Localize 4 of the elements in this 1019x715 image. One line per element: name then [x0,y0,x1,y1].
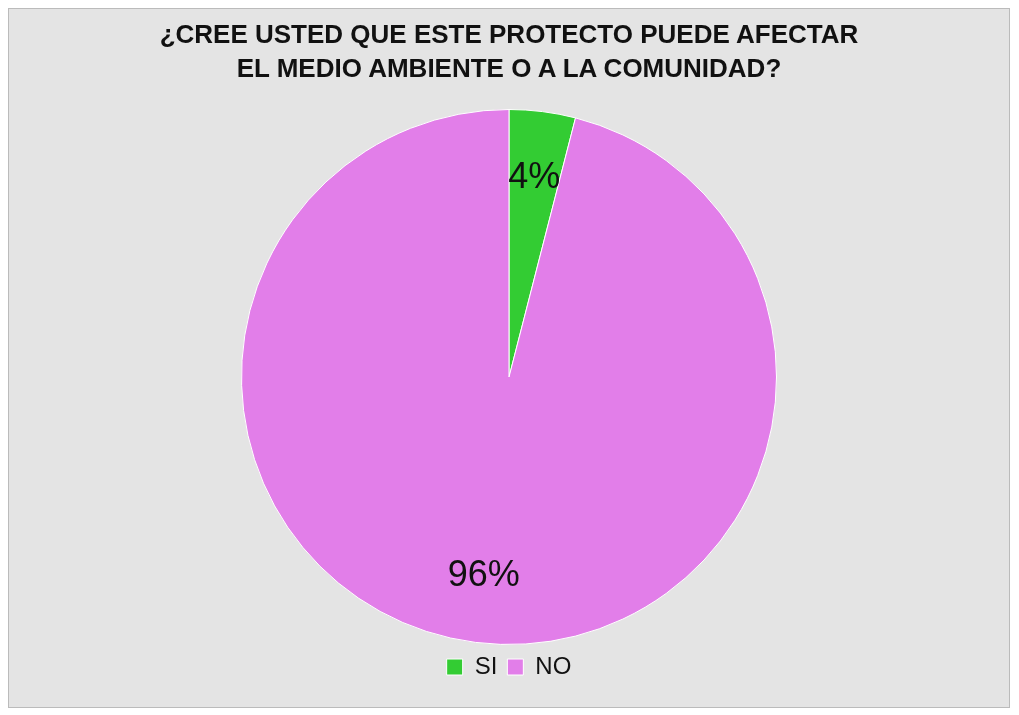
legend-label: NO [535,651,572,679]
chart-title: ¿CREE USTED QUE ESTE PROTECTO PUEDE AFECTAR EL MEDIO AMBIENTE O A LA COMUNIDAD? [159,18,859,85]
legend-label: SI [474,651,498,679]
data-label: 96% [447,552,520,594]
